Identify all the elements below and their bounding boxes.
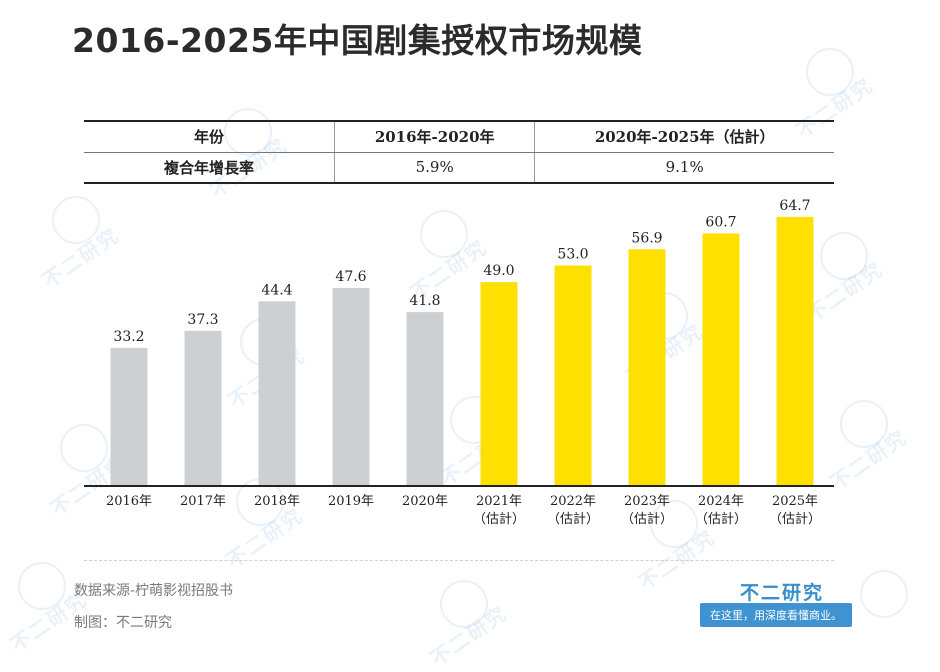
x-tick-sublabel: （估計） (769, 511, 821, 527)
bar-2024年 (702, 233, 740, 486)
bar-value-label: 33.2 (113, 329, 144, 345)
bar-2025年 (776, 216, 814, 486)
x-tick-label: 2018年 (254, 494, 300, 509)
bar-2016年 (110, 347, 148, 486)
footer-divider (84, 560, 834, 561)
bar-value-label: 37.3 (187, 312, 218, 328)
bar-value-label: 44.4 (261, 282, 292, 298)
bar-value-label: 47.6 (335, 269, 366, 285)
bar-value-label: 56.9 (631, 230, 662, 246)
data-source-note: 数据来源-柠萌影视招股书 (74, 583, 234, 599)
x-tick-sublabel: （估計） (695, 511, 747, 527)
x-tick-label: 2023年 (624, 494, 670, 509)
bar-value-label: 41.8 (409, 293, 440, 309)
x-tick-label: 2017年 (180, 494, 226, 509)
bar-chart: 33.2 2016年 37.3 2017年 44.4 2018年 47.6 2019年 41.8… (84, 198, 834, 527)
x-tick-label: 2016年 (106, 494, 152, 509)
chart-maker-note: 制图：不二研究 (74, 615, 172, 631)
x-tick-sublabel: （估計） (621, 511, 673, 527)
x-tick-sublabel: （估計） (473, 511, 525, 527)
bar-2020年 (406, 312, 444, 486)
cagr-table: 年份 2016年-2020年 2020年-2025年（估計） 複合年增長率 5.… (84, 120, 834, 184)
bar-2023年 (628, 249, 666, 486)
x-tick-label: 2022年 (550, 494, 596, 509)
table-header-period-1: 2016年-2020年 (333, 120, 535, 153)
x-tick-label: 2020年 (402, 494, 448, 509)
table-cell-cagr-1: 5.9% (333, 152, 535, 184)
table-row-label: 複合年增長率 (84, 152, 335, 184)
bar-value-label: 49.0 (483, 263, 514, 279)
x-tick-label: 2019年 (328, 494, 374, 509)
bar-2022年 (554, 265, 592, 486)
bar-2018年 (258, 301, 296, 486)
brand-slogan: 在这里，用深度看懂商业。 (700, 603, 852, 627)
bar-2021年 (480, 282, 518, 486)
brand-logo-text: 不二研究 (740, 582, 825, 604)
x-tick-label: 2025年 (772, 494, 818, 509)
x-tick-label: 2021年 (476, 494, 522, 509)
x-tick-label: 2024年 (698, 494, 744, 509)
table-header-year: 年份 (84, 120, 335, 153)
bar-value-label: 60.7 (705, 214, 736, 230)
bar-2017年 (184, 330, 222, 486)
table-header-row: 年份 2016年-2020年 2020年-2025年（估計） (84, 120, 834, 153)
bar-value-label: 64.7 (779, 198, 810, 214)
x-tick-sublabel: （估計） (547, 511, 599, 527)
chart-title: 2016-2025年中国剧集授权市场规模 (72, 21, 643, 60)
bar-2019年 (332, 287, 370, 486)
table-row: 複合年增長率 5.9% 9.1% (84, 152, 834, 184)
bar-value-label: 53.0 (557, 247, 588, 263)
table-header-period-2: 2020年-2025年（估計） (534, 120, 834, 153)
table-cell-cagr-2: 9.1% (534, 152, 834, 184)
